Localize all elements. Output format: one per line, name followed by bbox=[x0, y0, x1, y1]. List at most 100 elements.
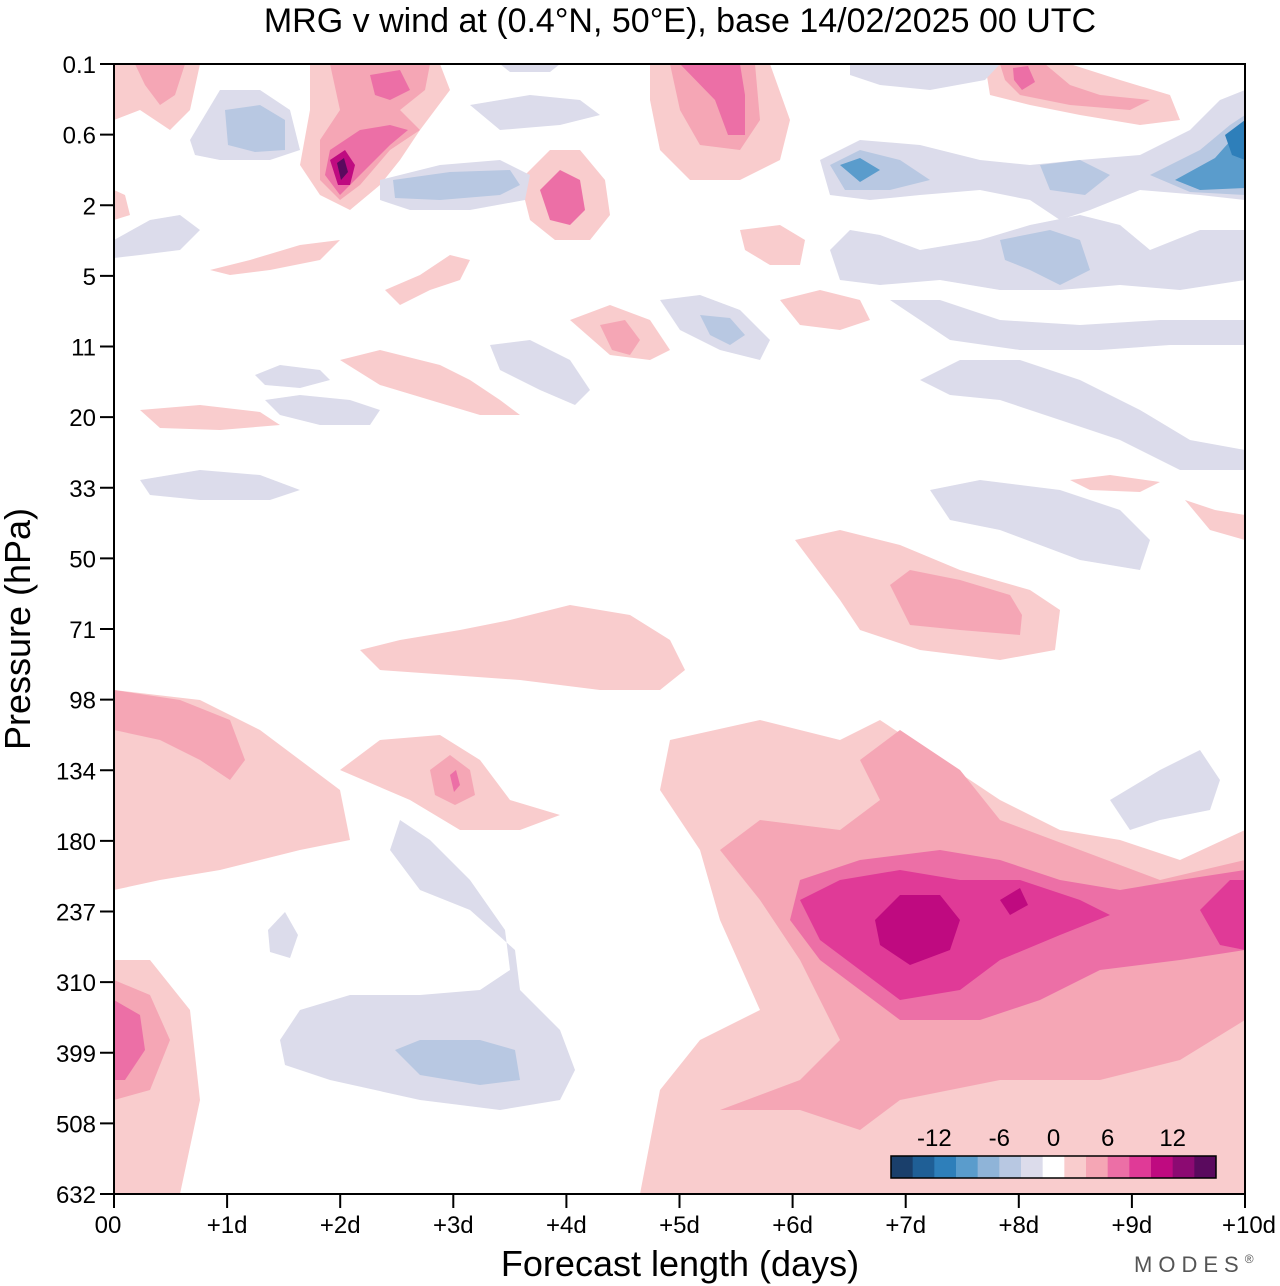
contour-negative-2 bbox=[280, 820, 575, 1110]
contour-positive-10b bbox=[1000, 888, 1028, 915]
contour-top-pos-4b bbox=[540, 170, 585, 225]
x-tick-label: +8d bbox=[998, 1212, 1039, 1239]
contour-strat-neg-4 bbox=[490, 340, 590, 405]
colorbar: -12 -6 0 6 12 bbox=[890, 1125, 1217, 1179]
contour-strat-neg-1 bbox=[920, 360, 1245, 470]
contour-left-upper-4 bbox=[114, 690, 245, 780]
x-tick-label: +7d bbox=[885, 1212, 926, 1239]
contour-strat-pos-1 bbox=[340, 350, 520, 415]
contour-71-positive-2 bbox=[360, 605, 685, 690]
y-tick-label: 399 bbox=[56, 1041, 96, 1068]
contour-strat-pos-5 bbox=[140, 405, 280, 430]
contour-top-neg-4e bbox=[1175, 130, 1245, 190]
y-axis-label: Pressure (hPa) bbox=[0, 508, 38, 750]
contour-top-neg-4f bbox=[1225, 120, 1245, 160]
x-tick-label: +1d bbox=[207, 1212, 248, 1239]
contour-positive-8b bbox=[1200, 880, 1245, 950]
contour-strat-pos-6 bbox=[1070, 475, 1160, 492]
plot-area bbox=[114, 64, 1245, 1194]
colorbar-label: -12 bbox=[917, 1125, 952, 1152]
brand-name: MODES bbox=[1134, 1252, 1245, 1277]
colorbar-swatch bbox=[1107, 1156, 1130, 1178]
contour-mid-positive-6 bbox=[450, 770, 460, 792]
y-tick-label: 11 bbox=[71, 335, 96, 362]
colorbar-label: 6 bbox=[1101, 1125, 1114, 1152]
contour-negative-4 bbox=[395, 1040, 520, 1085]
x-tick-label: +2d bbox=[320, 1212, 361, 1239]
contour-negative-small bbox=[268, 912, 298, 958]
contour-top-neg-4c bbox=[840, 158, 880, 182]
contour-strat-neg-5 bbox=[265, 395, 380, 425]
contour-top-neg-5b bbox=[1000, 230, 1090, 285]
contour-strat-neg-3 bbox=[140, 470, 300, 500]
y-tick-label: 71 bbox=[69, 617, 96, 644]
colorbar-label: -6 bbox=[989, 1125, 1010, 1152]
y-axis: 0.1 0.6 2 5 11 20 33 50 71 98 134 180 237 310 399 508 63… bbox=[56, 52, 114, 1209]
y-tick-label: 632 bbox=[56, 1182, 96, 1209]
colorbar-swatch bbox=[934, 1156, 957, 1178]
x-tick-label: +5d bbox=[659, 1212, 700, 1239]
contour-strat-neg-6 bbox=[255, 365, 330, 388]
contour-top-pos-8 bbox=[210, 240, 340, 275]
contour-top-neg-7 bbox=[850, 64, 1000, 90]
contour-negative-right bbox=[1110, 750, 1220, 830]
y-tick-label: 33 bbox=[69, 476, 96, 503]
contour-top-pos-2f bbox=[370, 70, 410, 100]
colorbar-label: 0 bbox=[1047, 1125, 1060, 1152]
colorbar-label: 12 bbox=[1159, 1125, 1186, 1152]
x-tick-label: +6d bbox=[772, 1212, 813, 1239]
contour-top-pos-5b bbox=[1000, 64, 1150, 110]
contour-top-pos-7 bbox=[114, 190, 130, 220]
colorbar-swatch bbox=[1086, 1156, 1109, 1178]
chart-title: MRG v wind at (0.4°N, 50°E), base 14/02/… bbox=[264, 2, 1096, 40]
colorbar-swatch bbox=[891, 1156, 914, 1178]
contour-top-neg-6 bbox=[114, 215, 200, 258]
contour-strat-neg-8 bbox=[700, 315, 745, 345]
x-axis-label: Forecast length (days) bbox=[501, 1243, 859, 1284]
colorbar-swatch bbox=[1129, 1156, 1152, 1178]
y-tick-label: 50 bbox=[69, 546, 96, 573]
y-tick-label: 5 bbox=[83, 264, 96, 291]
contour-strat-pos-4 bbox=[780, 290, 870, 330]
x-tick-label: +4d bbox=[546, 1212, 587, 1239]
x-tick-label: 00 bbox=[95, 1212, 122, 1239]
contour-top-pos-2e bbox=[337, 158, 348, 180]
colorbar-swatch bbox=[1064, 1156, 1087, 1178]
y-tick-label: 20 bbox=[69, 405, 96, 432]
contour-top-neg-2b bbox=[393, 170, 520, 200]
contour-left-positive-6 bbox=[114, 1000, 145, 1080]
colorbar-swatch bbox=[999, 1156, 1022, 1178]
colorbar-swatch bbox=[1172, 1156, 1195, 1178]
x-tick-label: +3d bbox=[433, 1212, 474, 1239]
x-tick-label: +10d bbox=[1222, 1212, 1276, 1239]
colorbar-swatch bbox=[1021, 1156, 1044, 1178]
contour-top-pos-5c bbox=[1013, 66, 1035, 90]
contour-strat-neg-2 bbox=[930, 480, 1150, 570]
contour-top-neg-1b bbox=[225, 105, 285, 152]
colorbar-swatch bbox=[956, 1156, 979, 1178]
contour-strat-pos-7 bbox=[1185, 500, 1245, 540]
contour-top-pos-1b bbox=[135, 64, 185, 105]
contour-top-neg-8 bbox=[500, 64, 560, 72]
y-tick-label: 2 bbox=[83, 193, 96, 220]
colorbar-swatch bbox=[1042, 1156, 1065, 1178]
y-tick-label: 180 bbox=[56, 829, 96, 856]
colorbar-swatch bbox=[977, 1156, 1000, 1178]
brand-logo: MODES® bbox=[1134, 1252, 1260, 1277]
contour-top-neg-3 bbox=[470, 95, 600, 130]
contour-60-positive-4 bbox=[890, 570, 1022, 635]
colorbar-swatch bbox=[912, 1156, 935, 1178]
y-tick-label: 0.1 bbox=[63, 52, 96, 79]
y-tick-label: 134 bbox=[56, 758, 96, 785]
contour-positive-10 bbox=[875, 895, 960, 965]
y-tick-label: 0.6 bbox=[63, 123, 96, 150]
contour-strat-pos-3 bbox=[600, 320, 640, 355]
contour-top-pos-6 bbox=[740, 225, 805, 265]
y-tick-label: 508 bbox=[56, 1111, 96, 1138]
colorbar-swatch bbox=[1194, 1156, 1217, 1178]
brand-mark: ® bbox=[1245, 1252, 1260, 1266]
contour-top-neg-4 bbox=[820, 90, 1245, 220]
contour-top-pos-9 bbox=[385, 255, 470, 305]
colorbar-frame bbox=[890, 1155, 1217, 1179]
